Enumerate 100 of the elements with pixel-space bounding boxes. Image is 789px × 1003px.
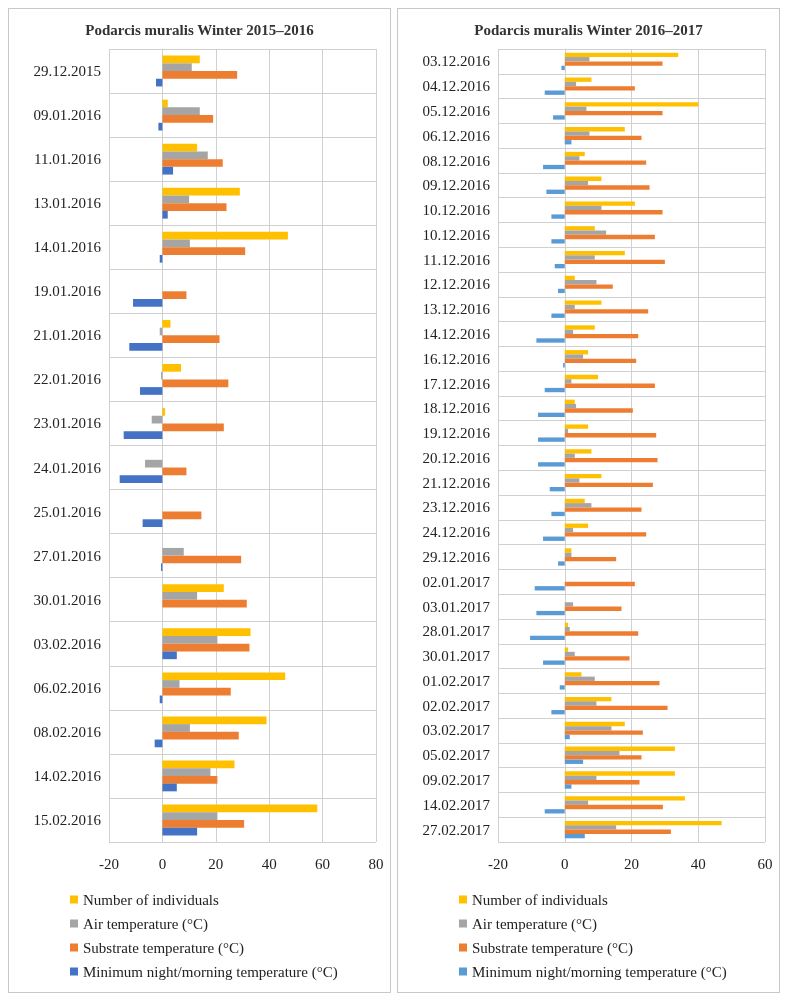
y-tick-label: 06.02.2016 <box>33 679 102 696</box>
bar <box>162 672 286 681</box>
bar <box>564 697 612 702</box>
bar <box>564 726 612 731</box>
y-tick-label: 30.01.2016 <box>33 591 102 608</box>
bar <box>551 239 565 244</box>
y-tick-label: 05.12.2016 <box>422 102 491 119</box>
bar <box>162 555 242 564</box>
bar <box>162 423 224 432</box>
bar <box>162 775 218 784</box>
legend-label: Number of individuals <box>83 891 219 908</box>
bar <box>564 457 658 463</box>
bar <box>564 354 584 359</box>
bar <box>564 804 663 810</box>
bar <box>546 189 565 194</box>
bar <box>564 358 637 364</box>
bar <box>129 343 163 351</box>
bar <box>162 584 224 592</box>
bar <box>564 160 647 165</box>
bar <box>564 750 620 756</box>
bar <box>564 250 625 256</box>
y-tick-label: 03.12.2016 <box>422 53 491 70</box>
bar <box>162 71 238 79</box>
y-tick-label: 20.12.2016 <box>422 449 491 466</box>
y-tick-label: 13.12.2016 <box>422 301 491 318</box>
bar <box>162 203 227 211</box>
bar <box>162 760 235 769</box>
bar <box>162 651 177 660</box>
bar <box>564 280 597 285</box>
bar <box>162 231 288 240</box>
bar <box>564 759 584 764</box>
x-tick-label: 0 <box>561 855 569 872</box>
bar <box>554 263 565 269</box>
bar <box>564 185 650 190</box>
bar <box>162 187 240 196</box>
bar <box>162 716 267 725</box>
legend-label: Air temperature (°C) <box>83 915 209 933</box>
bar <box>564 730 643 735</box>
bar <box>564 156 580 161</box>
bar <box>564 234 655 240</box>
y-tick-label: 08.12.2016 <box>422 152 491 169</box>
bar <box>564 721 625 727</box>
bar <box>564 379 572 384</box>
bar <box>564 507 642 512</box>
bar <box>162 467 187 476</box>
y-tick-label: 14.01.2016 <box>33 239 102 256</box>
chart-title: Podarcis muralis Winter 2016–2017 <box>474 21 704 38</box>
x-tick-label: 20 <box>624 855 639 872</box>
bar <box>564 383 655 388</box>
bar <box>564 701 597 706</box>
bar <box>551 313 565 318</box>
bar <box>543 536 565 541</box>
x-tick-label: 40 <box>261 855 277 872</box>
bar <box>564 226 595 231</box>
x-tick-label: 60 <box>757 855 773 872</box>
bar <box>544 387 565 393</box>
bar <box>564 771 675 776</box>
bar <box>536 338 565 343</box>
bar <box>139 387 163 395</box>
bar <box>564 300 602 305</box>
bar <box>564 309 649 314</box>
y-tick-label: 18.12.2016 <box>422 400 491 417</box>
bar <box>564 680 660 686</box>
bar <box>551 511 565 517</box>
bar <box>162 827 198 836</box>
y-tick-label: 11.01.2016 <box>34 151 102 168</box>
bar <box>551 214 565 219</box>
bar <box>564 548 572 553</box>
bar <box>162 159 223 167</box>
x-tick-label: -20 <box>99 855 119 872</box>
bar <box>564 825 617 830</box>
bar <box>162 55 200 64</box>
bar <box>564 433 657 438</box>
y-tick-label: 16.12.2016 <box>422 350 491 367</box>
y-tick-label: 24.01.2016 <box>33 459 102 476</box>
bar <box>564 780 640 785</box>
bar <box>564 676 595 681</box>
bar <box>162 591 198 600</box>
bar <box>564 333 639 339</box>
legend-label: Minimum night/morning temperature (°C) <box>83 963 338 981</box>
bar <box>162 63 192 72</box>
bar <box>564 631 639 636</box>
bar <box>123 431 163 439</box>
bar <box>162 768 211 776</box>
y-tick-label: 21.12.2016 <box>422 474 491 491</box>
bar <box>564 403 577 409</box>
legend-label: Substrate temperature (°C) <box>83 939 244 957</box>
y-tick-label: 19.01.2016 <box>33 283 102 300</box>
bar <box>543 164 565 170</box>
chart-title: Podarcis muralis Winter 2015–2016 <box>85 21 315 38</box>
y-tick-label: 19.12.2016 <box>422 425 491 442</box>
y-tick-label: 23.01.2016 <box>33 415 102 432</box>
bar <box>564 255 595 260</box>
bar <box>564 210 663 215</box>
bar <box>534 586 565 591</box>
bar <box>162 99 168 108</box>
bar <box>564 833 585 839</box>
y-tick-label: 28.01.2017 <box>422 623 491 640</box>
y-tick-label: 14.12.2016 <box>422 325 491 342</box>
y-tick-label: 04.12.2016 <box>422 78 491 95</box>
